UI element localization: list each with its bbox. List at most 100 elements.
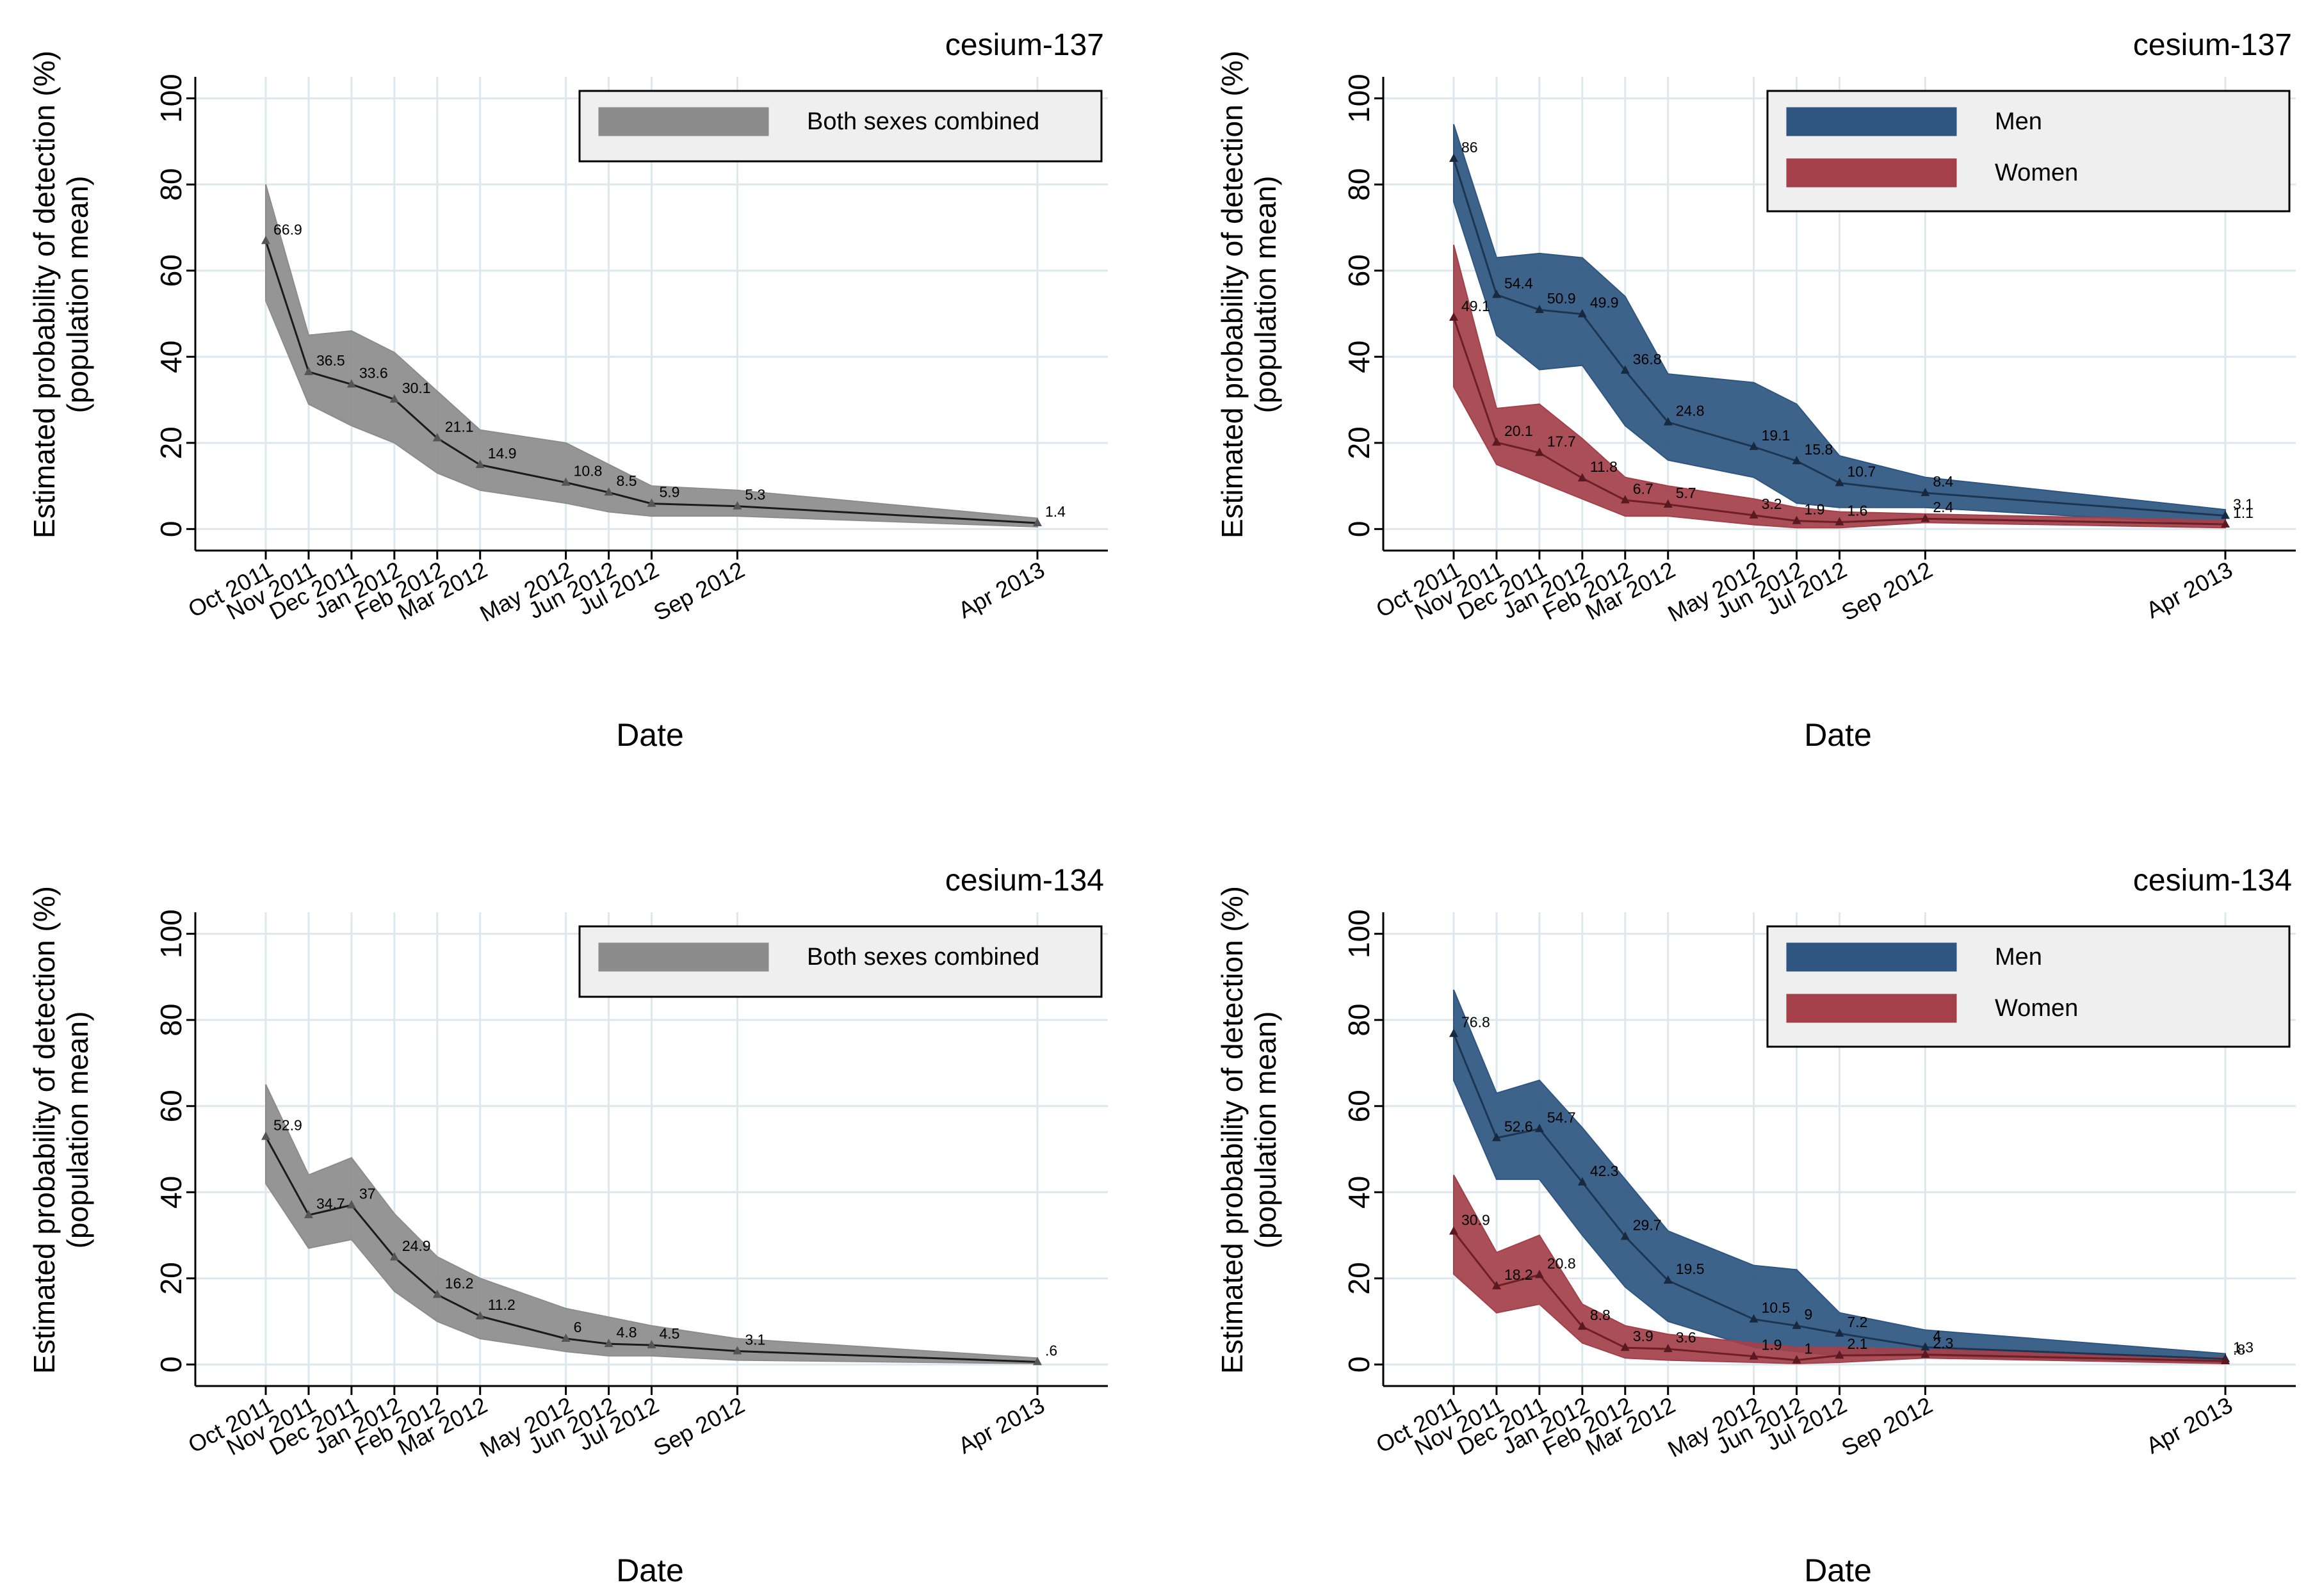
- data-point-both: [475, 460, 485, 469]
- data-point-women: [1620, 1342, 1630, 1351]
- x-tick-label: Sep 2012: [649, 556, 749, 626]
- data-point-men: [1449, 1028, 1458, 1037]
- legend-label-women: Women: [1995, 159, 2078, 186]
- data-label-women: 1.9: [1762, 1337, 1782, 1353]
- data-label-both: 24.9: [402, 1237, 431, 1254]
- data-label-men: 10.5: [1762, 1300, 1791, 1316]
- data-point-both: [304, 366, 313, 375]
- legend: Men Women: [1766, 925, 2291, 1048]
- data-label-women: 5.7: [1676, 485, 1696, 501]
- data-point-men: [1491, 1133, 1501, 1141]
- data-label-women: 2.1: [1848, 1335, 1868, 1352]
- y-axis-title-line1: Estimated probability of detection (%): [1215, 51, 1249, 538]
- data-point-women: [2221, 1355, 2230, 1364]
- data-point-both: [389, 1252, 399, 1261]
- x-tick-label: Sep 2012: [1837, 556, 1937, 626]
- data-label-men: 24.8: [1676, 403, 1705, 419]
- data-point-men: [1534, 304, 1544, 313]
- data-point-men: [1792, 456, 1801, 465]
- data-point-both: [1033, 517, 1042, 526]
- data-label-men: 3.1: [2233, 496, 2254, 513]
- data-label-men: 19.1: [1762, 427, 1791, 444]
- legend-label-both: Both sexes combined: [807, 108, 1039, 135]
- y-tick-label: 80: [1342, 1004, 1376, 1036]
- data-point-both: [604, 1339, 613, 1348]
- data-label-both: 4.8: [617, 1324, 637, 1341]
- ci-band-both: [265, 184, 1038, 528]
- data-point-women: [1663, 499, 1673, 508]
- panel-title: cesium-137: [945, 28, 1104, 62]
- y-tick-label: 20: [1342, 1262, 1376, 1294]
- y-tick-label: 40: [1342, 341, 1376, 373]
- data-point-men: [1534, 1124, 1544, 1133]
- data-label-men: 42.3: [1590, 1163, 1619, 1179]
- data-label-men: 86: [1461, 139, 1478, 156]
- y-tick-label: 100: [1342, 74, 1376, 123]
- data-point-men: [1835, 1328, 1844, 1337]
- y-axis-title-line1: Estimated probability of detection (%): [28, 886, 61, 1374]
- data-point-men: [1620, 1231, 1630, 1240]
- x-tick-label: Sep 2012: [1837, 1392, 1937, 1462]
- data-label-men: 49.9: [1590, 294, 1619, 311]
- data-point-men: [1749, 1314, 1759, 1323]
- data-point-women: [1921, 513, 1930, 522]
- data-label-men: 19.5: [1676, 1261, 1705, 1277]
- data-label-both: 37: [359, 1185, 376, 1202]
- data-point-both: [304, 1209, 313, 1218]
- legend-label-both: Both sexes combined: [807, 944, 1039, 971]
- x-axis-title: Date: [616, 1552, 684, 1588]
- y-tick-label: 0: [1342, 1357, 1376, 1373]
- data-label-both: 5.3: [745, 487, 765, 503]
- y-tick-label: 0: [154, 1357, 188, 1373]
- data-label-men: 29.7: [1633, 1217, 1662, 1234]
- panel-title: cesium-134: [945, 864, 1104, 898]
- data-point-women: [1534, 447, 1544, 456]
- data-label-both: 3.1: [745, 1332, 765, 1348]
- data-label-women: 20.1: [1504, 423, 1533, 439]
- data-label-both: 10.8: [574, 463, 603, 480]
- data-label-women: 1: [1805, 1341, 1813, 1357]
- data-label-women: .8: [2233, 1341, 2245, 1358]
- data-label-women: 30.9: [1461, 1211, 1490, 1228]
- y-axis-title-line2: (population mean): [61, 176, 94, 414]
- data-point-both: [604, 487, 613, 496]
- data-point-men: [2221, 510, 2230, 519]
- data-label-both: 34.7: [316, 1195, 345, 1212]
- data-point-both: [647, 498, 656, 507]
- data-label-women: 17.7: [1547, 433, 1576, 449]
- data-point-men: [1449, 153, 1458, 162]
- data-point-women: [1792, 515, 1801, 524]
- legend-swatch-both: [598, 107, 769, 136]
- x-tick-label: Apr 2013: [2142, 556, 2237, 624]
- y-tick-label: 60: [154, 254, 188, 287]
- y-tick-label: 40: [154, 341, 188, 373]
- data-point-men: [1577, 309, 1587, 318]
- data-label-women: 20.8: [1547, 1255, 1576, 1271]
- data-point-women: [1921, 1349, 1930, 1358]
- x-tick-label: Apr 2013: [954, 556, 1049, 624]
- data-label-both: 66.9: [273, 221, 302, 238]
- data-point-men: [1491, 289, 1501, 298]
- data-point-women: [1792, 1355, 1801, 1364]
- data-label-women: 6.7: [1633, 480, 1653, 497]
- y-tick-label: 60: [1342, 254, 1376, 287]
- data-label-men: 7.2: [1848, 1314, 1868, 1330]
- data-label-women: 49.1: [1461, 298, 1490, 314]
- data-label-men: 54.7: [1547, 1109, 1576, 1125]
- y-axis-title-line2: (population mean): [1249, 176, 1282, 414]
- y-tick-label: 80: [154, 168, 188, 201]
- data-label-women: 11.8: [1590, 458, 1618, 475]
- legend-swatch-men: [1786, 942, 1957, 972]
- data-point-women: [1491, 437, 1501, 446]
- data-label-both: 52.9: [273, 1116, 302, 1133]
- legend-label-men: Men: [1995, 944, 2042, 971]
- data-label-men: 9: [1805, 1306, 1813, 1323]
- data-point-women: [1577, 472, 1587, 481]
- data-point-both: [733, 501, 742, 510]
- data-label-women: 1.6: [1848, 503, 1868, 519]
- y-axis-title-line1: Estimated probability of detection (%): [1215, 886, 1249, 1374]
